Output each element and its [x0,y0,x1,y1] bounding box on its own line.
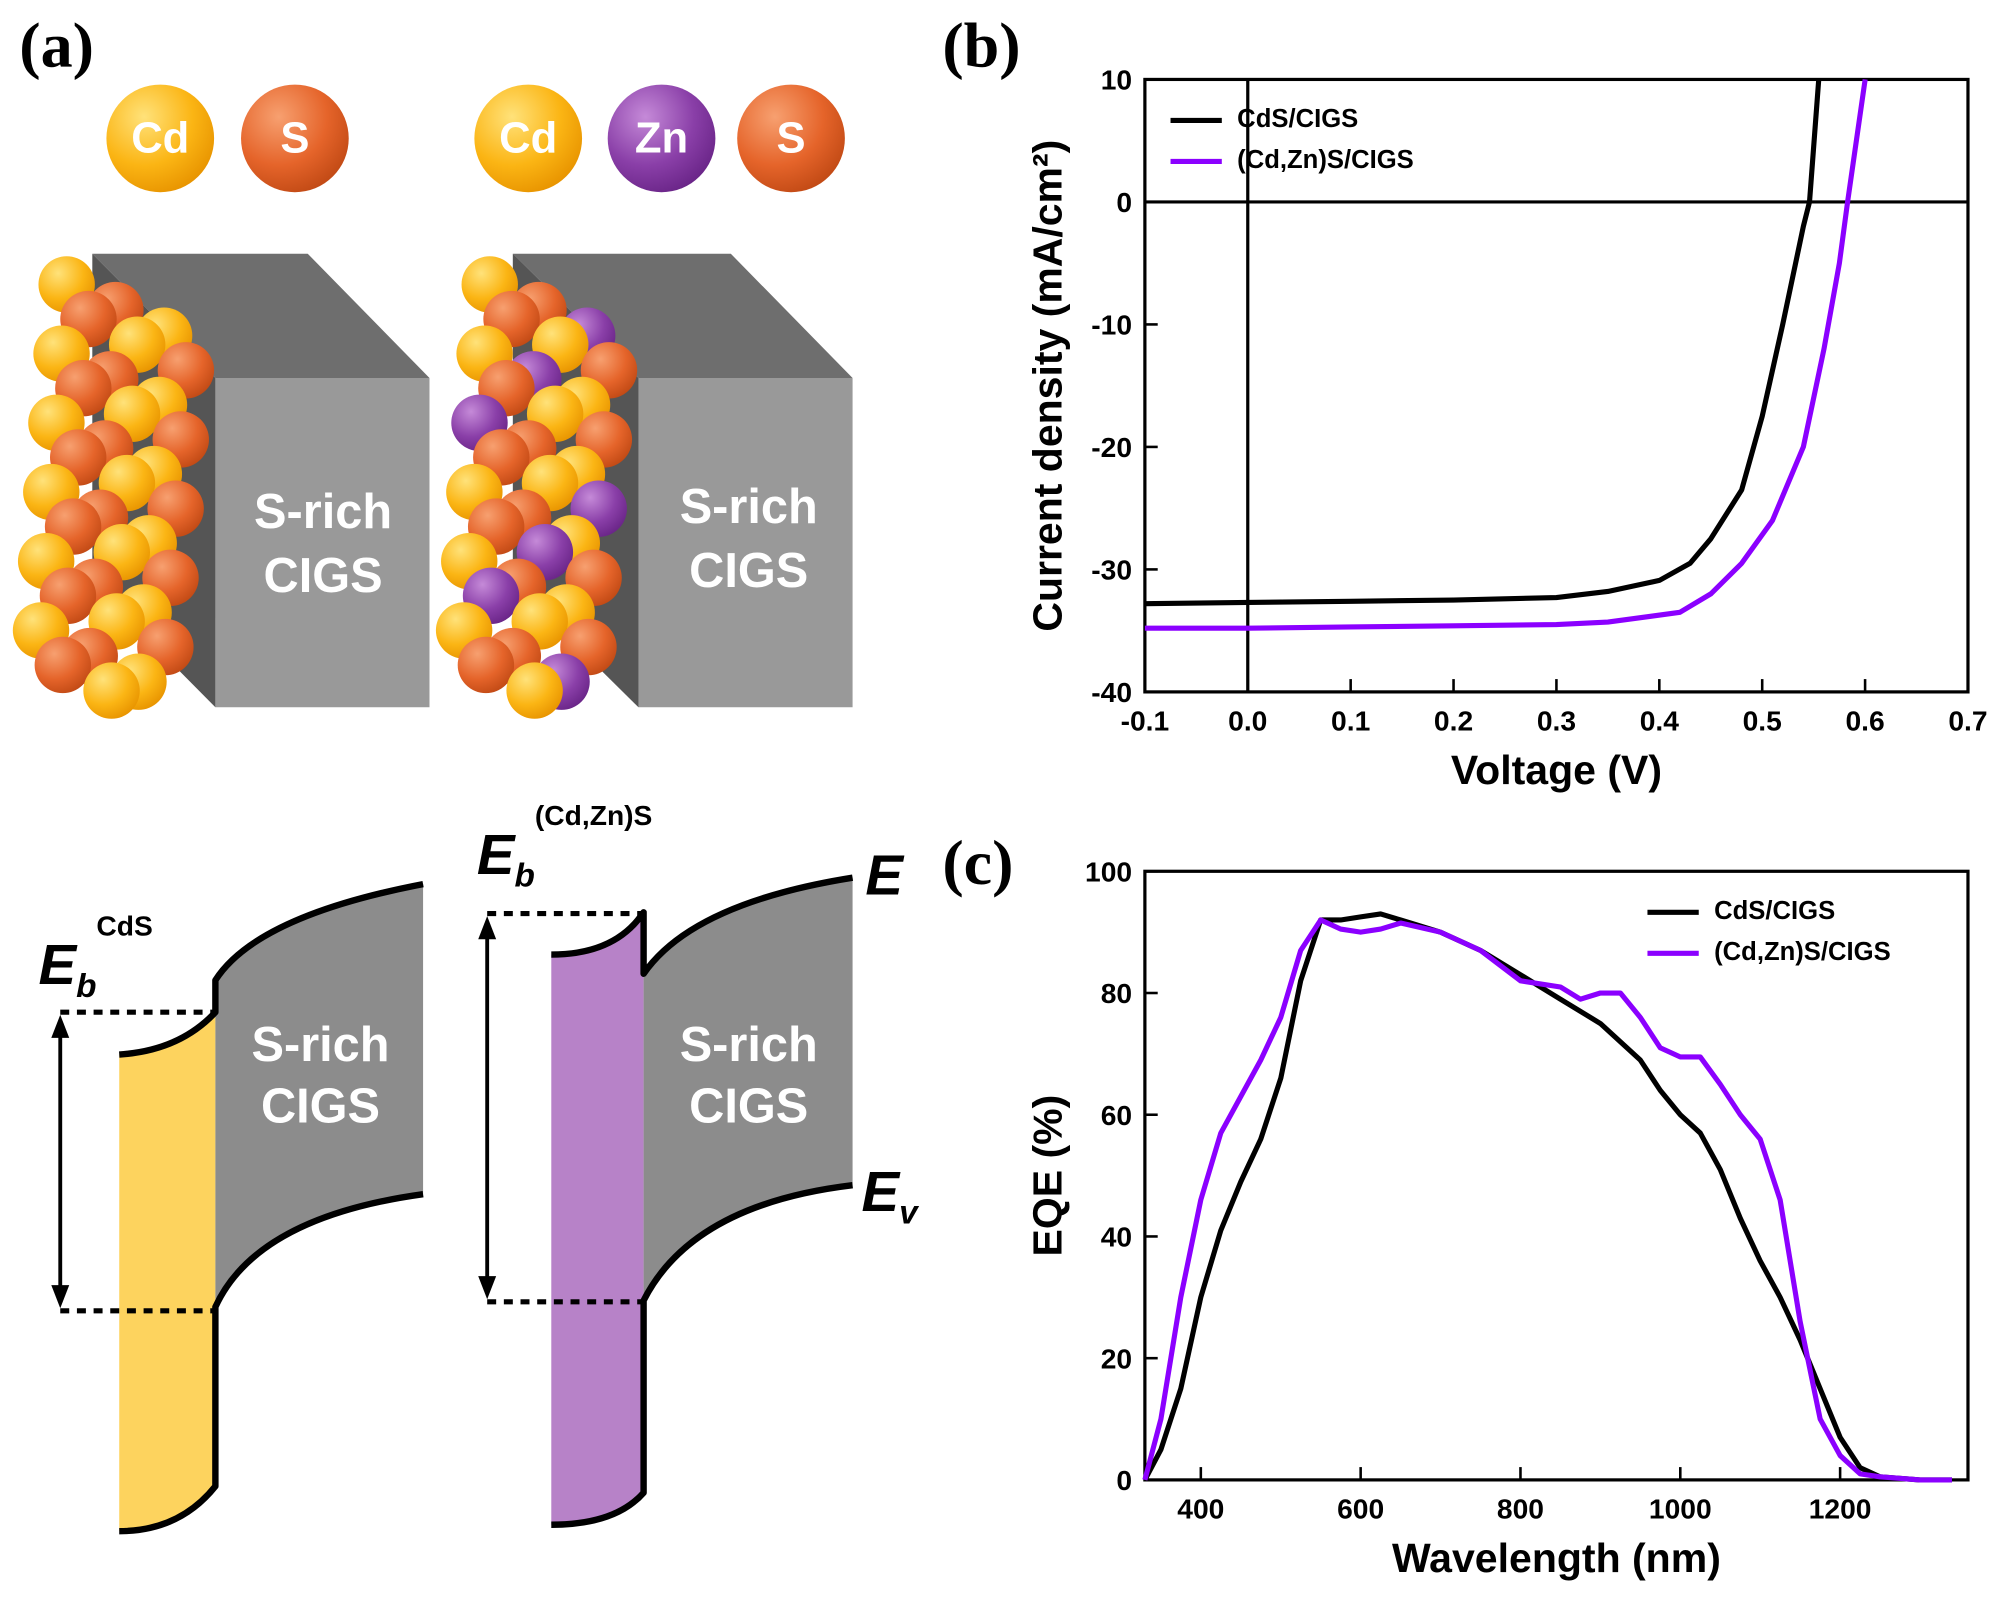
atom-label: Zn [635,114,688,162]
x-tick-label: -0.1 [1121,704,1170,736]
absorber-region [643,877,853,1301]
panel-label: (a) [19,10,94,81]
plot-frame [1143,869,1970,1482]
arrow-head [51,1285,70,1309]
x-tick-label: 0.6 [1845,704,1884,736]
arrow-head [51,1014,70,1038]
x-tick-label: 0.4 [1640,704,1680,736]
y-tick-label: -40 [1091,676,1132,708]
sphere [83,662,140,719]
y-tick-label: 20 [1101,1342,1132,1374]
x-tick-label: 1000 [1649,1492,1712,1524]
x-tick-label: 0.3 [1537,704,1576,736]
y-axis-label: EQE (%) [1025,1095,1071,1257]
panel-label: (c) [942,827,1013,898]
band-edge [119,1190,424,1535]
band-edge [551,874,854,977]
block-label: S-rich [254,485,392,539]
y-tick-label: -30 [1091,554,1132,586]
sphere [506,662,563,719]
legend-label: CdS/CIGS [1237,105,1358,133]
block-front [638,377,853,708]
energy-label: E [865,843,904,906]
block-top [512,253,853,378]
legend-label: (Cd,Zn)S/CIGS [1237,146,1414,174]
block-label: CIGS [261,1079,380,1133]
y-tick-label: 80 [1101,977,1132,1009]
series-line [1142,917,1952,1483]
y-tick-label: 0 [1116,186,1132,218]
x-tick-label: 0.0 [1228,704,1267,736]
block-top [92,253,430,378]
panel-label: (b) [942,10,1020,81]
series-line [1144,79,1822,607]
arrow-head [478,1276,497,1300]
subscript: v [899,1195,920,1232]
x-tick-label: 0.5 [1743,704,1782,736]
x-axis-label: Wavelength (nm) [1392,1535,1721,1581]
energy-label: Eb(Cd,Zn)S [477,799,652,894]
y-tick-label: 0 [1116,1464,1132,1496]
x-tick-label: 600 [1337,1492,1384,1524]
atom-label: Cd [499,114,557,162]
symbol: E [38,933,77,996]
sphere [34,636,92,694]
y-tick-label: 10 [1101,64,1132,96]
symbol: E [477,823,516,886]
atom-label: Cd [131,114,189,162]
x-axis-label: Voltage (V) [1451,747,1662,793]
block-label: CIGS [689,1079,808,1133]
band-diagram [51,874,854,1535]
superscript: (Cd,Zn)S [535,799,652,831]
y-tick-label: 60 [1101,1099,1132,1131]
energy-label: Ev [862,1160,921,1232]
series-line [1142,911,1952,1483]
y-axis-label: Current density (mA/cm²) [1025,140,1071,632]
block-front [215,377,430,708]
x-tick-label: 1200 [1809,1492,1872,1524]
x-tick-label: 0.7 [1948,704,1987,736]
spheres [12,256,638,719]
subscript: b [76,968,96,1005]
legend-label: CdS/CIGS [1714,897,1835,925]
buffer-region [119,1012,216,1532]
block-label: CIGS [264,549,383,603]
x-tick-label: 0.2 [1434,704,1473,736]
atom-label: S [280,114,309,162]
block-label: S-rich [252,1018,390,1072]
atom-label: S [777,114,806,162]
x-tick-label: 400 [1177,1492,1224,1524]
subscript: b [515,858,535,895]
superscript: CdS [96,909,152,941]
y-tick-label: -10 [1091,309,1132,341]
series-line [1144,79,1868,631]
symbol: E [862,1160,901,1223]
energy-label: EbCdS [38,909,152,1004]
y-tick-label: -20 [1091,431,1132,463]
atom [241,84,349,193]
sphere [457,636,515,694]
band-edge [119,880,424,1058]
block-label: S-rich [680,480,818,534]
arrow-head [478,916,497,940]
atom [106,84,215,193]
x-tick-label: 800 [1497,1492,1544,1524]
buffer-region [551,912,644,1525]
legend-label: (Cd,Zn)S/CIGS [1714,938,1891,966]
block-label: S-rich [680,1018,818,1072]
atom [607,84,716,193]
band-edge [551,1182,853,1528]
y-tick-label: 40 [1101,1221,1132,1253]
y-tick-label: 100 [1085,856,1132,888]
block-label: CIGS [689,544,808,598]
atom [474,84,583,193]
atom [737,84,845,193]
x-tick-label: 0.1 [1331,704,1370,736]
